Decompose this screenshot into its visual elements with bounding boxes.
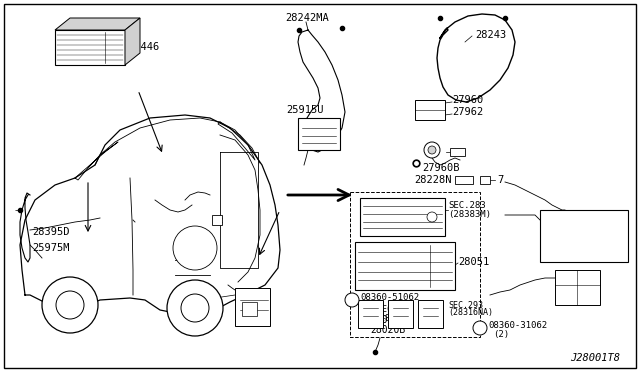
Text: (2): (2) [493,330,509,339]
Text: 28243: 28243 [475,30,506,40]
Bar [55,30,125,65]
Bar [360,198,445,236]
Circle shape [427,212,437,222]
Text: 28446: 28446 [128,42,159,52]
Bar [355,242,455,290]
Text: J28001T8: J28001T8 [570,353,620,363]
Text: (28316N): (28316N) [375,314,415,323]
Polygon shape [125,18,140,65]
Text: 7: 7 [497,175,503,185]
Circle shape [167,280,223,336]
Text: 28020B: 28020B [370,325,405,335]
Circle shape [345,293,359,307]
Text: 25915U: 25915U [286,105,324,115]
Circle shape [428,146,436,154]
Text: 28051: 28051 [458,257,489,267]
Bar [298,118,340,150]
Circle shape [173,226,217,270]
Bar [480,176,490,184]
Circle shape [42,277,98,333]
Bar [418,300,443,328]
Polygon shape [55,18,140,30]
Text: SEC.293: SEC.293 [448,301,483,310]
Text: 28395D: 28395D [32,227,70,237]
Bar [212,215,222,225]
Bar [555,270,600,305]
Circle shape [181,294,209,322]
Text: 27962: 27962 [452,107,483,117]
Circle shape [56,291,84,319]
Text: 08360-51062: 08360-51062 [360,294,419,302]
Text: 28228N: 28228N [415,175,452,185]
Text: S: S [477,324,483,333]
Text: S: S [349,295,355,305]
Text: NOT FOR SALE: NOT FOR SALE [552,224,616,232]
Text: BACK DOOR 9010D): BACK DOOR 9010D) [541,244,627,253]
Bar [540,210,628,262]
Text: (20505): (20505) [177,299,215,308]
Bar [455,176,473,184]
Text: (2): (2) [365,302,381,311]
Text: SEC.283: SEC.283 [448,201,486,209]
Text: (28316NA): (28316NA) [448,308,493,317]
Bar [415,100,445,120]
Bar [450,148,465,156]
Bar [242,302,257,316]
Bar [235,288,270,326]
Text: 08360-31062: 08360-31062 [488,321,547,330]
Text: 28020B: 28020B [370,315,405,325]
Text: 27960: 27960 [452,95,483,105]
Bar [388,300,413,328]
Text: SEC.253: SEC.253 [177,291,215,299]
Text: 27960B: 27960B [422,163,460,173]
Text: (COMPONENT OF: (COMPONENT OF [549,234,619,243]
Text: (28383M): (28383M) [448,209,491,218]
Text: 25975M: 25975M [32,243,70,253]
Text: SEC.283: SEC.283 [378,305,413,314]
Circle shape [424,142,440,158]
Text: 28242MA: 28242MA [285,13,329,23]
Bar [350,192,480,337]
Bar [358,300,383,328]
Circle shape [473,321,487,335]
